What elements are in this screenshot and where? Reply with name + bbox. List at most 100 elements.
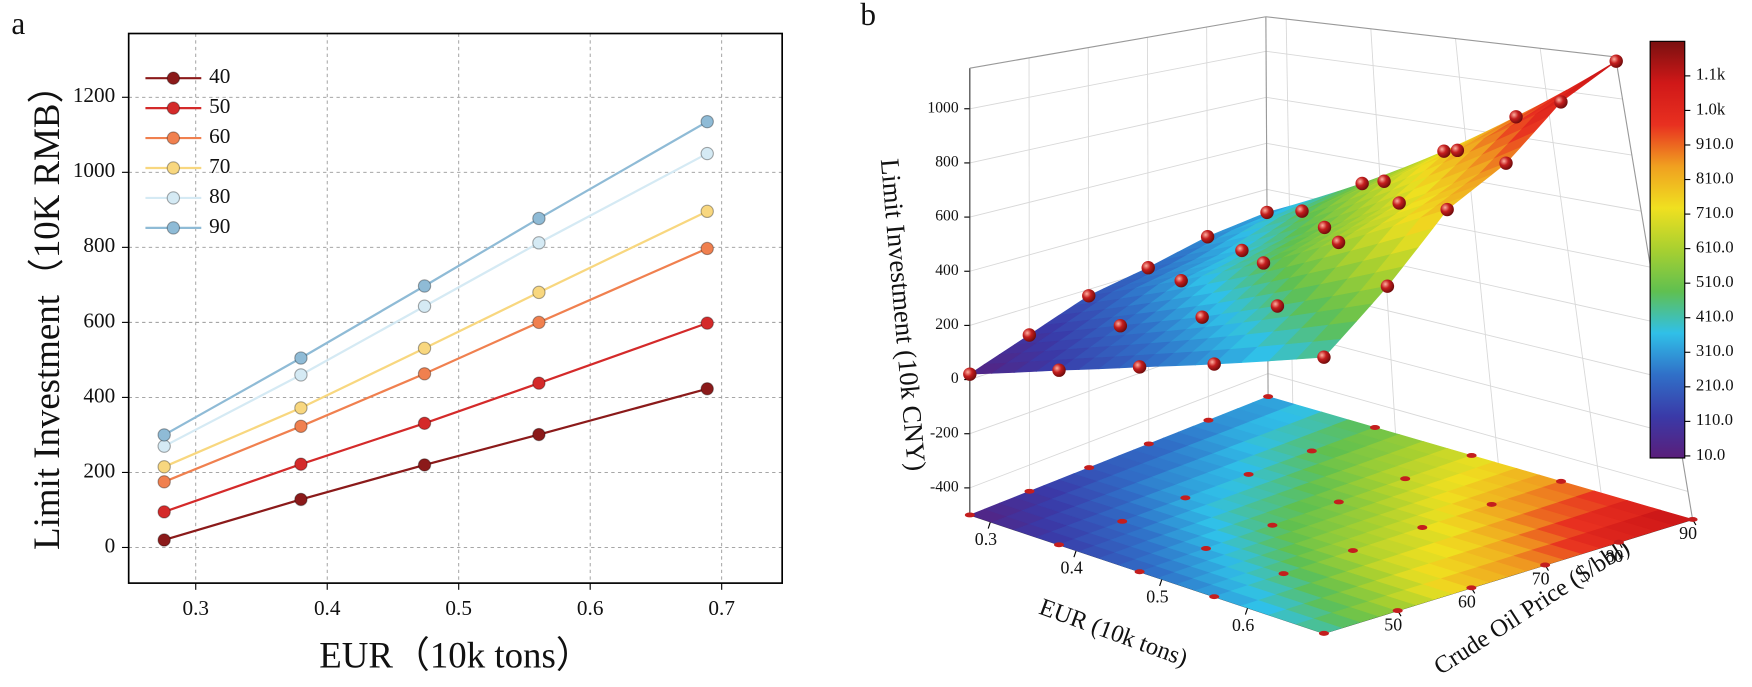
legend-swatch — [166, 221, 181, 235]
surface-point — [1174, 273, 1188, 288]
y-tick-label: 50 — [1384, 614, 1402, 634]
surface-point — [1331, 235, 1346, 250]
floor-point — [1333, 499, 1344, 505]
floor-point — [1417, 525, 1428, 530]
x-tick — [1073, 550, 1077, 558]
surface-point — [1437, 144, 1451, 158]
point — [157, 505, 171, 519]
x-tick-label: 0.4 — [1061, 558, 1083, 578]
legend-label: 50 — [209, 94, 230, 118]
floor-point — [1203, 417, 1214, 423]
series-line — [163, 152, 708, 448]
z-tick-label: 800 — [935, 154, 959, 171]
y-tick-label: 600 — [83, 308, 115, 332]
legend-label: 60 — [209, 124, 230, 148]
floor-point — [1263, 394, 1274, 400]
surface-point — [1082, 289, 1096, 303]
series-line — [163, 247, 708, 483]
x-tick-label: 0.5 — [1146, 586, 1168, 606]
point — [417, 279, 432, 293]
colorbar-tick-label: 910.0 — [1696, 134, 1734, 153]
y-tick-label: 0 — [105, 533, 116, 557]
legend-label: 80 — [209, 184, 230, 208]
colorbar-tick-label: 410.0 — [1696, 307, 1734, 326]
surface-point — [1609, 54, 1623, 68]
x-tick-label: 0.6 — [1232, 615, 1254, 635]
surface-point — [1022, 328, 1037, 342]
colorbar — [1649, 40, 1686, 459]
colorbar-tick-label: 1.0k — [1696, 99, 1726, 118]
floor-point — [1347, 548, 1358, 554]
point — [532, 285, 546, 300]
colorbar-tick-label: 710.0 — [1696, 203, 1734, 222]
y-tick-label: 1000 — [73, 158, 115, 182]
z-tick-label: -200 — [930, 424, 959, 441]
floor-point — [1466, 453, 1477, 458]
y-tick-label: 70 — [1532, 569, 1550, 589]
colorbar-tick-label: 110.0 — [1696, 410, 1733, 429]
z-tick-label: 600 — [935, 208, 959, 225]
floor-point — [1400, 476, 1411, 482]
surface-point — [1195, 310, 1209, 324]
floor-point — [1200, 546, 1212, 551]
surface-point — [1270, 299, 1285, 313]
floor-point — [964, 512, 975, 518]
point — [294, 419, 308, 434]
floor-point — [1243, 471, 1254, 477]
grid-line — [969, 50, 1623, 110]
point — [700, 146, 714, 161]
surface-point — [1052, 363, 1066, 377]
floor-point — [1117, 518, 1128, 524]
floor-point — [1540, 562, 1551, 568]
colorbar-tick-label: 10.0 — [1696, 445, 1725, 464]
colorbar-tick-label: 610.0 — [1696, 237, 1734, 256]
axis-edge — [1265, 16, 1616, 58]
floor-point — [1053, 542, 1065, 548]
grid-line — [1087, 47, 1090, 468]
grid-line — [1539, 48, 1602, 494]
y-tick-label: 90 — [1679, 523, 1697, 543]
point — [417, 367, 432, 381]
surface-point — [1377, 174, 1391, 188]
z-tick-label: 200 — [935, 316, 959, 333]
legend-swatch — [166, 161, 181, 175]
series-line — [163, 387, 708, 542]
floor-point — [1084, 465, 1095, 471]
surface-point — [1450, 143, 1465, 158]
legend-swatch — [166, 191, 181, 205]
point — [157, 428, 171, 442]
surface-point — [1509, 110, 1523, 124]
floor-point — [1318, 630, 1329, 636]
point — [700, 316, 714, 330]
z-tick-label: 400 — [935, 262, 959, 279]
point — [157, 460, 171, 474]
colorbar-tick-label: 210.0 — [1696, 376, 1734, 395]
point — [294, 351, 308, 365]
point — [294, 457, 308, 471]
point — [417, 299, 432, 313]
point — [417, 341, 432, 355]
point — [294, 368, 308, 382]
surface-patch — [1295, 338, 1341, 360]
x-tick-label: 0.3 — [975, 529, 997, 549]
point — [700, 382, 714, 396]
colorbar-tick-label: 1.1k — [1696, 65, 1726, 84]
floor-point — [1180, 495, 1191, 501]
series-line — [163, 322, 708, 513]
legend-label: 40 — [209, 64, 230, 88]
axis-edge — [969, 16, 1266, 69]
point — [417, 416, 432, 430]
legend-swatch — [166, 71, 181, 85]
point — [532, 236, 546, 250]
grid-line — [1455, 38, 1499, 464]
point — [294, 492, 308, 507]
surface-point — [1113, 319, 1128, 333]
surface-point — [1499, 156, 1513, 170]
surface-point — [1260, 205, 1274, 220]
series-line — [163, 120, 708, 436]
x-tick-label: 0.6 — [577, 596, 604, 620]
floor-point — [1687, 516, 1698, 522]
point — [700, 204, 714, 219]
